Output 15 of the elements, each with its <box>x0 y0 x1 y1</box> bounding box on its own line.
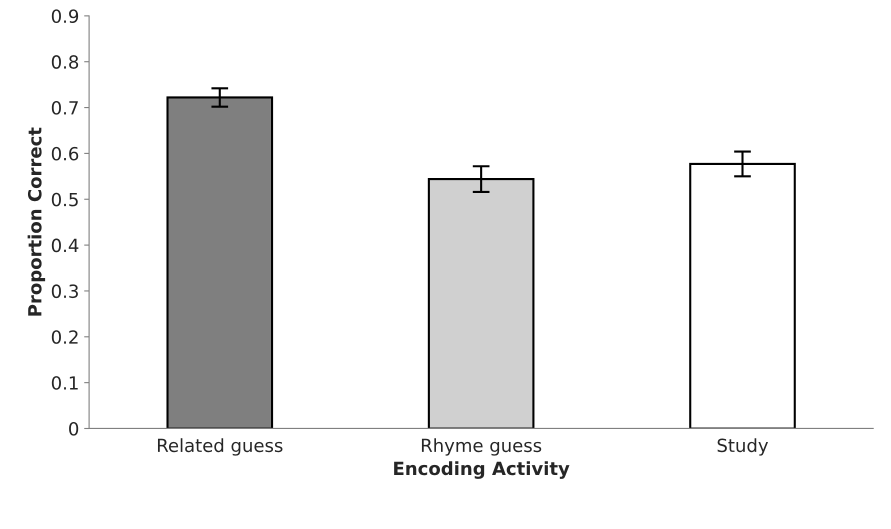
y-tick-label: 0.2 <box>52 330 78 344</box>
y-tick-label: 0.3 <box>52 284 78 298</box>
x-axis-title: Encoding Activity <box>394 461 570 479</box>
x-tick-label: Study <box>718 438 768 456</box>
y-tick-label: 0.9 <box>52 9 78 23</box>
y-tick-label: 0 <box>69 422 78 436</box>
y-tick-label: 0.7 <box>52 101 78 115</box>
y-tick-label: 0.4 <box>52 238 78 252</box>
x-tick-label: Rhyme guess <box>422 438 542 456</box>
y-tick-label: 0.5 <box>52 192 78 206</box>
y-tick-label: 0.1 <box>52 376 78 390</box>
y-tick-label: 0.6 <box>52 146 78 161</box>
x-tick-label: Related guess <box>158 438 282 456</box>
y-tick-label: 0.8 <box>52 55 78 69</box>
y-axis-title: Proportion Correct <box>28 128 46 316</box>
